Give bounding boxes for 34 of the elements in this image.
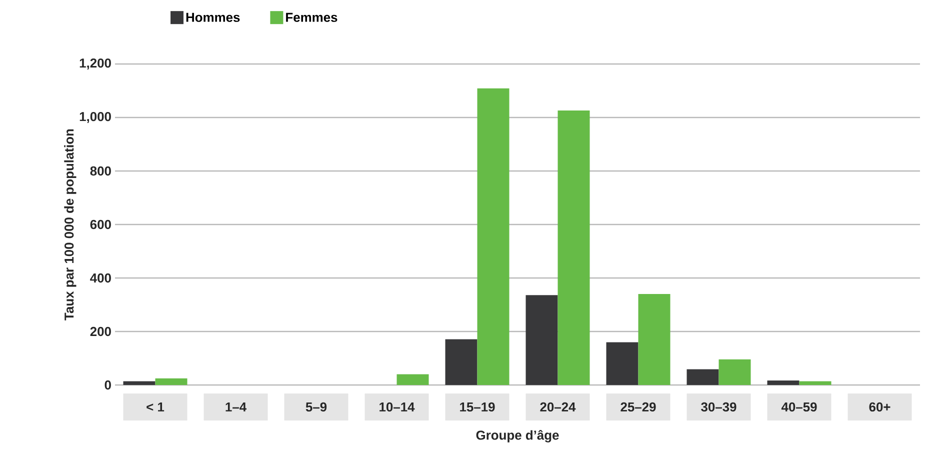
- x-tick-label: 20–24: [540, 402, 576, 412]
- y-tick-label: 400: [90, 273, 111, 283]
- x-tick-label: 60+: [869, 402, 890, 412]
- x-tick-label: 40–59: [781, 402, 817, 412]
- legend-label: Femmes: [286, 12, 338, 22]
- x-axis-title: Groupe d’âge: [476, 430, 559, 442]
- x-tick-label: 5–9: [306, 402, 327, 412]
- bar: [558, 110, 590, 385]
- y-tick-label: 0: [104, 380, 111, 390]
- bar: [767, 380, 800, 385]
- bar: [799, 381, 832, 385]
- bar: [606, 342, 638, 385]
- bar: [526, 295, 558, 385]
- y-tick-label: 1,200: [80, 58, 111, 70]
- y-tick-label: 200: [90, 326, 111, 336]
- legend-label: Hommes: [186, 12, 240, 22]
- bar: [718, 359, 751, 385]
- x-tick-label: 15–19: [460, 402, 495, 412]
- x-tick-label: 25–29: [620, 402, 656, 412]
- x-tick-label: 10–14: [380, 402, 415, 412]
- y-tick-label: 600: [90, 220, 111, 230]
- bar: [123, 381, 156, 385]
- bar: [638, 294, 670, 385]
- bar: [445, 339, 478, 385]
- y-tick-label: 1,000: [80, 112, 111, 124]
- x-tick-label: < 1: [146, 402, 164, 412]
- y-tick-label: 800: [90, 166, 111, 176]
- bar: [396, 374, 429, 385]
- bar: [686, 369, 719, 385]
- bar: [477, 88, 510, 385]
- x-tick-label: 30–39: [701, 402, 736, 412]
- x-tick-label: 1–4: [226, 402, 246, 412]
- bar: [155, 378, 188, 385]
- y-axis-title: Taux par 100 000 de population: [64, 129, 76, 320]
